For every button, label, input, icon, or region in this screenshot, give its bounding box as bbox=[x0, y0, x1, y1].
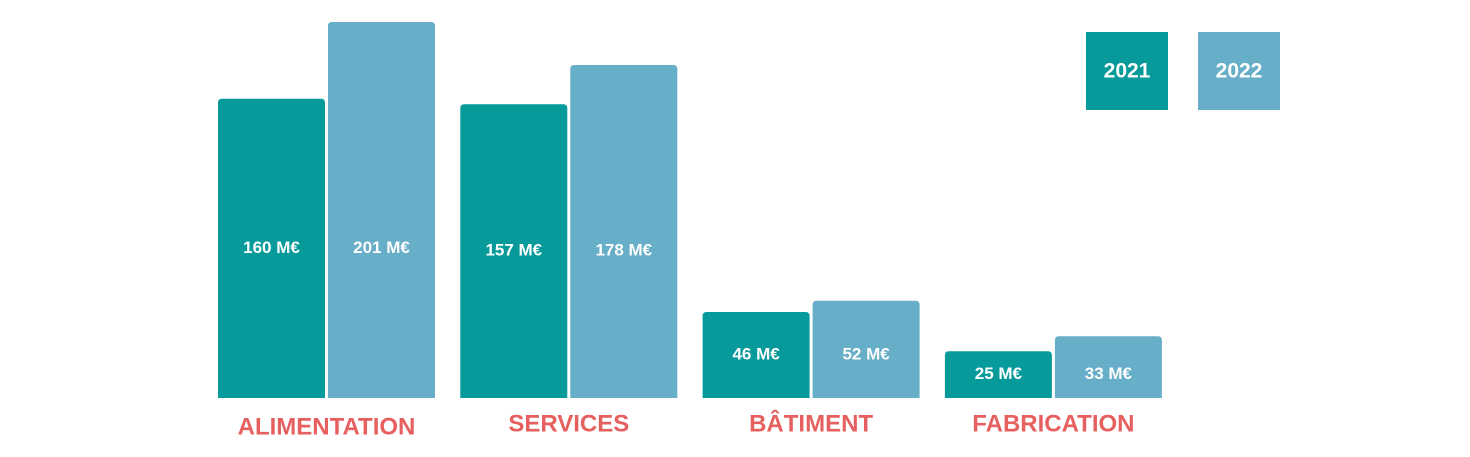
bar bbox=[702, 311, 810, 398]
category-label: BÂTIMENT bbox=[749, 409, 873, 437]
category-label: FABRICATION bbox=[972, 410, 1134, 437]
bar bbox=[1054, 336, 1162, 398]
value-label: 201 M€ bbox=[353, 238, 410, 257]
category-label: ALIMENTATION bbox=[238, 413, 416, 440]
value-label: 178 M€ bbox=[595, 241, 652, 260]
bar bbox=[944, 351, 1052, 398]
value-label: 33 M€ bbox=[1085, 364, 1133, 383]
legend-swatch bbox=[1198, 32, 1280, 110]
value-label: 157 M€ bbox=[485, 241, 542, 260]
legend-swatch bbox=[1086, 32, 1168, 110]
bar bbox=[218, 98, 325, 398]
value-label: 160 M€ bbox=[243, 238, 300, 257]
legend-label: 2022 bbox=[1216, 60, 1263, 83]
category-label: SERVICES bbox=[508, 410, 629, 437]
bar bbox=[328, 22, 435, 398]
bar bbox=[812, 300, 920, 398]
bar bbox=[570, 65, 678, 398]
value-label: 25 M€ bbox=[975, 364, 1023, 383]
value-label: 46 M€ bbox=[732, 344, 780, 363]
value-label: 52 M€ bbox=[842, 344, 890, 363]
bar bbox=[460, 104, 568, 398]
legend-label: 2021 bbox=[1104, 60, 1151, 83]
